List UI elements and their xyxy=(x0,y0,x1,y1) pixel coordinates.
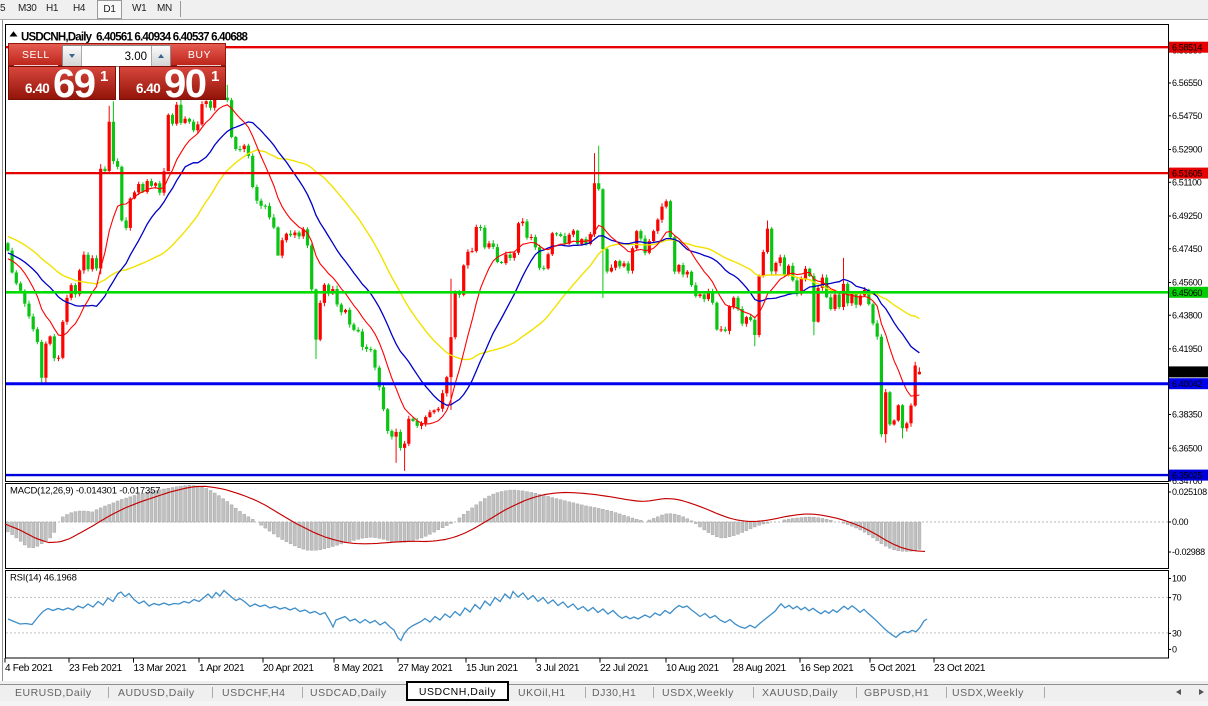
svg-text:6.40688: 6.40688 xyxy=(1172,367,1202,377)
svg-text:30: 30 xyxy=(1172,628,1182,638)
svg-text:8 May 2021: 8 May 2021 xyxy=(334,663,384,674)
svg-text:6.43800: 6.43800 xyxy=(1172,310,1202,320)
svg-text:20 Apr 2021: 20 Apr 2021 xyxy=(263,663,314,674)
svg-text:6.58514: 6.58514 xyxy=(1172,43,1202,53)
svg-text:28 Aug 2021: 28 Aug 2021 xyxy=(733,663,787,674)
svg-text:6.56550: 6.56550 xyxy=(1172,78,1202,88)
svg-text:RSI(14) 46.1968: RSI(14) 46.1968 xyxy=(10,573,77,584)
svg-text:13 Mar 2021: 13 Mar 2021 xyxy=(134,663,188,674)
svg-text:6.34700: 6.34700 xyxy=(1172,476,1202,486)
svg-text:16 Sep 2021: 16 Sep 2021 xyxy=(800,663,854,674)
svg-text:6.36500: 6.36500 xyxy=(1172,443,1202,453)
svg-text:3 Jul 2021: 3 Jul 2021 xyxy=(536,663,580,674)
svg-text:23 Feb 2021: 23 Feb 2021 xyxy=(69,663,123,674)
svg-text:6.51100: 6.51100 xyxy=(1172,178,1202,188)
svg-text:MACD(12,26,9) -0.014301 -0.017: MACD(12,26,9) -0.014301 -0.017357 xyxy=(10,486,160,497)
svg-text:6.45060: 6.45060 xyxy=(1172,288,1202,298)
svg-text:15 Jun 2021: 15 Jun 2021 xyxy=(466,663,518,674)
svg-text:1 Apr 2021: 1 Apr 2021 xyxy=(199,663,245,674)
svg-text:70: 70 xyxy=(1172,593,1182,603)
svg-text:100: 100 xyxy=(1172,574,1186,584)
svg-text:4 Feb 2021: 4 Feb 2021 xyxy=(5,663,53,674)
svg-text:6.45600: 6.45600 xyxy=(1172,278,1202,288)
svg-text:6.38350: 6.38350 xyxy=(1172,410,1202,420)
svg-text:6.52900: 6.52900 xyxy=(1172,145,1202,155)
svg-text:6.47450: 6.47450 xyxy=(1172,244,1202,254)
svg-text:6.49250: 6.49250 xyxy=(1172,211,1202,221)
svg-text:0.00: 0.00 xyxy=(1172,517,1188,527)
svg-text:23 Oct 2021: 23 Oct 2021 xyxy=(934,663,986,674)
svg-text:6.54750: 6.54750 xyxy=(1172,111,1202,121)
svg-text:0: 0 xyxy=(1172,644,1177,654)
svg-text:0.025108: 0.025108 xyxy=(1172,487,1207,497)
svg-text:6.51605: 6.51605 xyxy=(1172,169,1202,179)
svg-text:6.41950: 6.41950 xyxy=(1172,344,1202,354)
svg-text:6.40042: 6.40042 xyxy=(1172,379,1202,389)
svg-text:27 May 2021: 27 May 2021 xyxy=(398,663,453,674)
svg-text:5 Oct 2021: 5 Oct 2021 xyxy=(870,663,917,674)
svg-text:22 Jul 2021: 22 Jul 2021 xyxy=(600,663,649,674)
svg-text:USDCNH,Daily 6.40561 6.40934: USDCNH,Daily 6.40561 6.40934 6.40537 6.4… xyxy=(21,32,249,44)
svg-text:-0.02988: -0.02988 xyxy=(1172,547,1205,557)
svg-text:6.35025: 6.35025 xyxy=(1172,471,1202,481)
svg-text:10 Aug 2021: 10 Aug 2021 xyxy=(666,663,720,674)
